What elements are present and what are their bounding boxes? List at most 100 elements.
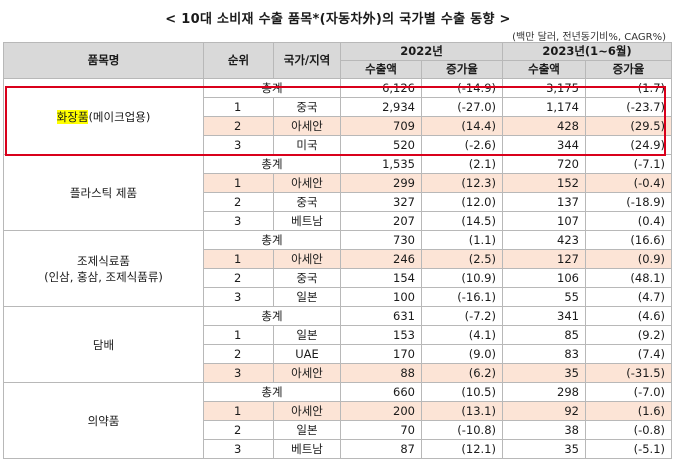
table-row: 2 일본 70 (-10.8) 38 (-0.8)	[4, 420, 673, 440]
export-2023-cell: 106	[502, 268, 586, 288]
table-row: 1 아세안 246 (2.5) 127 (0.9)	[4, 249, 673, 269]
export-2022-cell: 520	[340, 135, 422, 155]
country-cell: 아세안	[273, 116, 341, 136]
export-2022-cell: 246	[340, 249, 422, 269]
growth-2022-cell: (-2.6)	[421, 135, 503, 155]
table-row-total: 의약품 총계 660 (10.5) 298 (-7.0)	[3, 382, 673, 459]
growth-2022-cell: (-16.1)	[421, 287, 503, 307]
total-label: 총계	[203, 382, 341, 402]
rank-cell: 2	[203, 344, 274, 364]
growth-2023-cell: (-23.7)	[584, 97, 673, 117]
item-name-cell: 담배	[3, 306, 204, 383]
export-2022-cell: 70	[340, 420, 422, 440]
growth-2022-cell: (12.0)	[421, 192, 503, 212]
total-export-2022: 730	[340, 230, 422, 250]
growth-2022-cell: (12.1)	[421, 439, 503, 459]
rank-cell: 2	[203, 116, 274, 136]
total-export-2023: 298	[502, 382, 586, 402]
growth-2023-cell: (-0.8)	[584, 420, 673, 440]
table-row: 3 베트남 207 (14.5) 107 (0.4)	[4, 211, 673, 231]
growth-2023-cell: (-18.9)	[584, 192, 673, 212]
export-2022-cell: 100	[340, 287, 422, 307]
total-growth-2022: (-7.2)	[421, 306, 503, 326]
country-cell: 중국	[273, 192, 341, 212]
export-2023-cell: 83	[502, 344, 586, 364]
table-row: 2 중국 154 (10.9) 106 (48.1)	[4, 268, 673, 288]
country-cell: 베트남	[273, 439, 341, 459]
total-label: 총계	[203, 306, 341, 326]
export-2023-cell: 152	[502, 173, 586, 193]
table-row: 3 아세안 88 (6.2) 35 (-31.5)	[4, 363, 673, 383]
rank-cell: 2	[203, 420, 274, 440]
country-cell: 아세안	[273, 249, 341, 269]
total-growth-2022: (10.5)	[421, 382, 503, 402]
total-growth-2023: (1.7)	[584, 78, 673, 98]
total-growth-2023: (16.6)	[584, 230, 673, 250]
export-2023-cell: 344	[502, 135, 586, 155]
table-row-total: 플라스틱 제품 총계 1,535 (2.1) 720 (-7.1)	[3, 154, 673, 231]
growth-2023-cell: (7.4)	[584, 344, 673, 364]
header-item: 품목명	[3, 42, 204, 79]
item-name-cell: 조제식료품 (인삼, 홍삼, 조제식품류)	[3, 230, 204, 307]
country-cell: 미국	[273, 135, 341, 155]
country-cell: 일본	[273, 325, 341, 345]
total-export-2022: 631	[340, 306, 422, 326]
export-2023-cell: 35	[502, 439, 586, 459]
rank-cell: 3	[203, 287, 274, 307]
growth-2023-cell: (24.9)	[584, 135, 673, 155]
total-export-2023: 341	[502, 306, 586, 326]
export-2022-cell: 709	[340, 116, 422, 136]
item-name-sub: (인삼, 홍삼, 조제식품류)	[44, 269, 163, 284]
rank-cell: 1	[203, 249, 274, 269]
export-2022-cell: 153	[340, 325, 422, 345]
country-cell: 중국	[273, 97, 341, 117]
table-row-total: 조제식료품 (인삼, 홍삼, 조제식품류) 총계 730 (1.1) 423 (16.6)	[3, 230, 673, 307]
rank-cell: 2	[203, 192, 274, 212]
total-export-2022: 1,535	[340, 154, 422, 174]
export-2023-cell: 85	[502, 325, 586, 345]
country-cell: UAE	[273, 344, 341, 364]
export-2023-cell: 35	[502, 363, 586, 383]
growth-2022-cell: (14.5)	[421, 211, 503, 231]
header-export-2023: 수출액	[502, 60, 586, 79]
item-name-sub: (메이크업용)	[88, 109, 151, 124]
growth-2022-cell: (4.1)	[421, 325, 503, 345]
country-cell: 베트남	[273, 211, 341, 231]
item-name: 플라스틱 제품	[69, 185, 138, 200]
growth-2023-cell: (4.7)	[584, 287, 673, 307]
export-2023-cell: 107	[502, 211, 586, 231]
growth-2022-cell: (14.4)	[421, 116, 503, 136]
export-2022-cell: 170	[340, 344, 422, 364]
export-2023-cell: 428	[502, 116, 586, 136]
table-row: 1 아세안 200 (13.1) 92 (1.6)	[4, 401, 673, 421]
item-name: 담배	[92, 337, 115, 352]
rank-cell: 1	[203, 97, 274, 117]
country-cell: 일본	[273, 287, 341, 307]
rank-cell: 1	[203, 401, 274, 421]
header-growth-2023: 증가율	[584, 60, 673, 79]
growth-2023-cell: (-5.1)	[584, 439, 673, 459]
table-body: 화장품(메이크업용) 총계 6,126 (-14.9) 3,175 (1.7) 1 중국 2,9…	[3, 78, 673, 459]
page-title: < 10대 소비재 수출 품목*(자동차外)의 국가별 수출 동향 >	[165, 12, 511, 27]
rank-cell: 1	[203, 173, 274, 193]
growth-2022-cell: (-27.0)	[421, 97, 503, 117]
total-export-2023: 423	[502, 230, 586, 250]
rank-cell: 3	[203, 439, 274, 459]
export-2023-cell: 38	[502, 420, 586, 440]
export-2023-cell: 92	[502, 401, 586, 421]
growth-2022-cell: (10.9)	[421, 268, 503, 288]
item-name: 화장품	[56, 109, 89, 124]
table-row-total: 담배 총계 631 (-7.2) 341 (4.6)	[3, 306, 673, 383]
total-growth-2022: (2.1)	[421, 154, 503, 174]
growth-2023-cell: (29.5)	[584, 116, 673, 136]
total-label: 총계	[203, 78, 341, 98]
total-growth-2023: (-7.1)	[584, 154, 673, 174]
growth-2022-cell: (2.5)	[421, 249, 503, 269]
table-row: 1 일본 153 (4.1) 85 (9.2)	[4, 325, 673, 345]
export-2022-cell: 87	[340, 439, 422, 459]
growth-2023-cell: (0.9)	[584, 249, 673, 269]
export-2022-cell: 200	[340, 401, 422, 421]
export-2022-cell: 327	[340, 192, 422, 212]
export-2022-cell: 88	[340, 363, 422, 383]
table-row: 3 일본 100 (-16.1) 55 (4.7)	[4, 287, 673, 307]
